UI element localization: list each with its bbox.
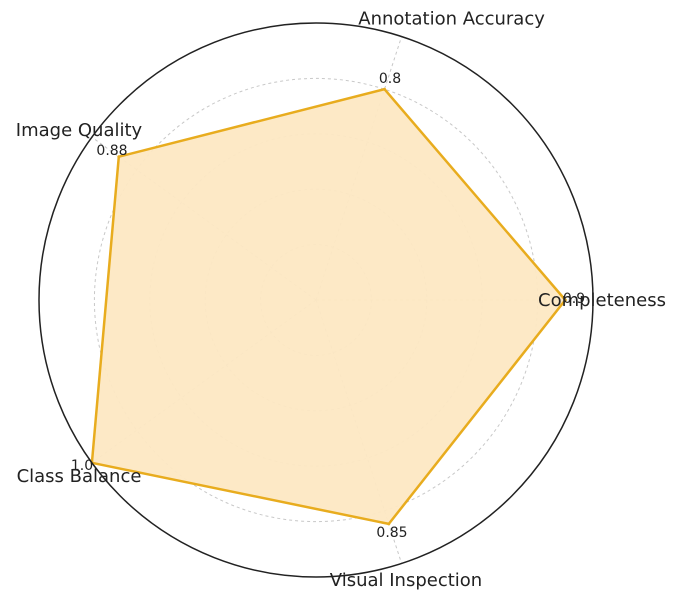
category-label: Annotation Accuracy [358, 9, 545, 30]
value-label: 0.85 [376, 525, 407, 541]
outer-frame-circle [38, 22, 594, 578]
label-layer: Completeness Annotation Accuracy Image Qua… [16, 9, 666, 591]
data-point [563, 298, 567, 302]
series-polygon [90, 87, 567, 526]
category-label: Visual Inspection [330, 570, 482, 591]
series-layer [90, 87, 567, 526]
category-label: Completeness [538, 290, 666, 311]
data-point [387, 522, 391, 526]
value-label: 1.0 [71, 458, 93, 474]
data-point [382, 87, 386, 91]
value-label: 0.88 [96, 143, 127, 159]
value-label: 0.9 [563, 291, 585, 307]
data-point [117, 155, 121, 159]
category-label: Image Quality [16, 120, 143, 141]
category-label: Class Balance [17, 466, 142, 487]
value-label: 0.8 [379, 71, 401, 87]
